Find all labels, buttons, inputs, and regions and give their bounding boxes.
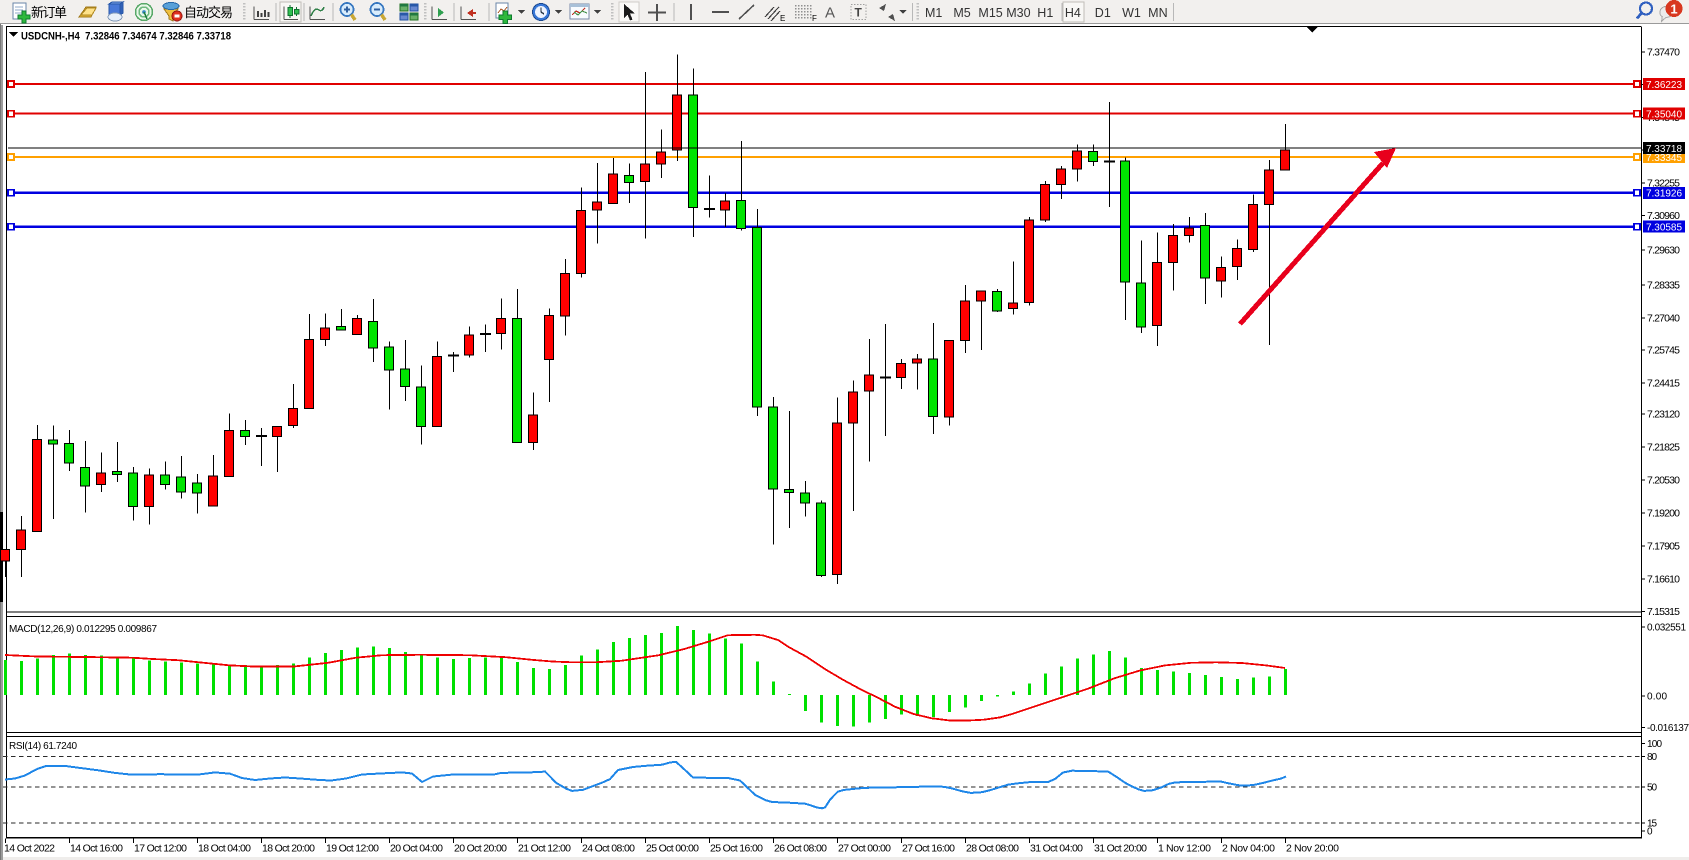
svg-text:USDCNH-,H4 7.32846 7.34674 7.: USDCNH-,H4 7.32846 7.34674 7.32846 7.337…	[21, 31, 231, 43]
svg-text:26 Oct 08:00: 26 Oct 08:00	[774, 843, 827, 855]
svg-text:M15: M15	[978, 6, 1002, 20]
svg-text:W1: W1	[1122, 6, 1141, 20]
svg-text:7.33718: 7.33718	[1646, 144, 1682, 155]
svg-text:7.30585: 7.30585	[1646, 223, 1682, 234]
svg-text:7.24415: 7.24415	[1647, 378, 1680, 390]
svg-text:E: E	[780, 14, 785, 23]
svg-text:T: T	[855, 6, 863, 20]
svg-text:27 Oct 00:00: 27 Oct 00:00	[838, 843, 891, 855]
svg-text:7.21825: 7.21825	[1647, 442, 1680, 454]
svg-text:24 Oct 08:00: 24 Oct 08:00	[582, 843, 635, 855]
svg-text:7.19200: 7.19200	[1647, 508, 1680, 520]
svg-text:25 Oct 16:00: 25 Oct 16:00	[710, 843, 763, 855]
svg-text:7.30960: 7.30960	[1647, 210, 1680, 222]
svg-text:18 Oct 20:00: 18 Oct 20:00	[262, 843, 315, 855]
svg-text:自动交易: 自动交易	[184, 5, 233, 20]
svg-text:0.032551: 0.032551	[1647, 623, 1686, 634]
svg-text:18 Oct 04:00: 18 Oct 04:00	[198, 843, 251, 855]
svg-text:H4: H4	[1065, 6, 1081, 20]
svg-text:7.15315: 7.15315	[1647, 606, 1680, 618]
svg-text:M30: M30	[1006, 6, 1030, 20]
svg-text:20 Oct 20:00: 20 Oct 20:00	[454, 843, 507, 855]
svg-text:7.32255: 7.32255	[1647, 178, 1680, 190]
svg-text:D1: D1	[1095, 6, 1111, 20]
svg-text:-0.016137: -0.016137	[1647, 723, 1689, 734]
svg-text:7.35040: 7.35040	[1646, 110, 1682, 121]
svg-text:7.23120: 7.23120	[1647, 409, 1680, 421]
svg-text:7.17905: 7.17905	[1647, 541, 1680, 553]
svg-text:7.27040: 7.27040	[1647, 313, 1680, 325]
svg-text:H1: H1	[1037, 6, 1053, 20]
svg-text:7.28335: 7.28335	[1647, 280, 1680, 292]
svg-text:7.25745: 7.25745	[1647, 345, 1680, 357]
svg-text:7.20530: 7.20530	[1647, 475, 1680, 487]
svg-text:14 Oct 2022: 14 Oct 2022	[4, 843, 55, 855]
svg-text:7.33345: 7.33345	[1646, 153, 1682, 164]
svg-text:50: 50	[1647, 783, 1657, 794]
svg-text:0.00: 0.00	[1647, 691, 1667, 702]
svg-text:80: 80	[1647, 752, 1657, 763]
svg-text:M1: M1	[925, 6, 942, 20]
svg-text:28 Oct 08:00: 28 Oct 08:00	[966, 843, 1019, 855]
svg-text:21 Oct 12:00: 21 Oct 12:00	[518, 843, 571, 855]
svg-text:7.36223: 7.36223	[1646, 80, 1682, 91]
svg-text:2 Nov 04:00: 2 Nov 04:00	[1222, 843, 1275, 855]
svg-text:MACD(12,26,9) 0.012295 0.00986: MACD(12,26,9) 0.012295 0.009867	[9, 624, 157, 635]
svg-text:7.37470: 7.37470	[1647, 47, 1680, 59]
svg-text:17 Oct 12:00: 17 Oct 12:00	[134, 843, 187, 855]
svg-text:7.29630: 7.29630	[1647, 245, 1680, 257]
svg-text:F: F	[812, 14, 817, 23]
svg-text:A: A	[825, 5, 835, 22]
svg-text:M5: M5	[953, 6, 970, 20]
svg-text:1 Nov 12:00: 1 Nov 12:00	[1158, 843, 1211, 855]
svg-text:27 Oct 16:00: 27 Oct 16:00	[902, 843, 955, 855]
svg-text:1: 1	[1670, 2, 1677, 17]
svg-text:19 Oct 12:00: 19 Oct 12:00	[326, 843, 379, 855]
svg-text:2 Nov 20:00: 2 Nov 20:00	[1286, 843, 1339, 855]
svg-text:31 Oct 04:00: 31 Oct 04:00	[1030, 843, 1083, 855]
svg-text:MN: MN	[1148, 6, 1167, 20]
svg-text:20 Oct 04:00: 20 Oct 04:00	[390, 843, 443, 855]
svg-text:0: 0	[1647, 827, 1653, 838]
svg-text:100: 100	[1647, 739, 1662, 750]
svg-text:7.31926: 7.31926	[1646, 189, 1682, 200]
svg-text:RSI(14) 61.7240: RSI(14) 61.7240	[9, 741, 77, 752]
svg-text:7.16610: 7.16610	[1647, 574, 1680, 586]
svg-text:15: 15	[1647, 818, 1657, 829]
svg-text:14 Oct 16:00: 14 Oct 16:00	[70, 843, 123, 855]
svg-text:31 Oct 20:00: 31 Oct 20:00	[1094, 843, 1147, 855]
svg-text:25 Oct 00:00: 25 Oct 00:00	[646, 843, 699, 855]
svg-text:新订单: 新订单	[31, 5, 67, 20]
